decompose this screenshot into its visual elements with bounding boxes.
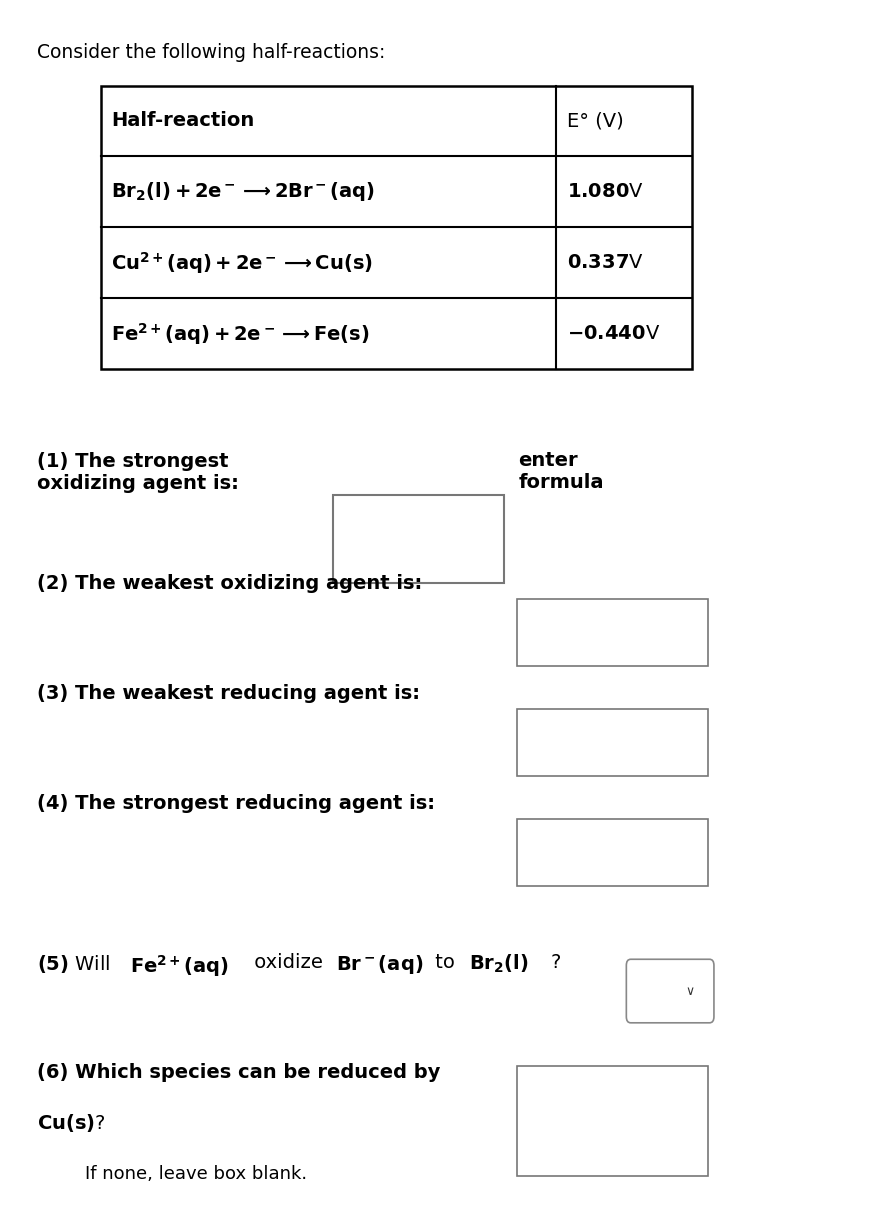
Text: (1) The strongest
oxidizing agent is:: (1) The strongest oxidizing agent is: <box>37 452 238 494</box>
Text: ∨: ∨ <box>686 985 695 997</box>
Bar <box>101 86 692 369</box>
Text: If none, leave box blank.: If none, leave box blank. <box>85 1165 307 1183</box>
Text: $\mathbf{(5)}$ Will: $\mathbf{(5)}$ Will <box>37 953 112 975</box>
Text: $\mathbf{Br_2(l) + 2e^- \longrightarrow 2Br^-(aq)}$: $\mathbf{Br_2(l) + 2e^- \longrightarrow … <box>111 181 375 203</box>
Text: (4) The strongest reducing agent is:: (4) The strongest reducing agent is: <box>37 794 434 814</box>
Text: ?: ? <box>550 953 561 973</box>
Text: enter
formula: enter formula <box>519 451 604 492</box>
Text: to: to <box>429 953 462 973</box>
Bar <box>517 599 708 666</box>
Text: (3) The weakest reducing agent is:: (3) The weakest reducing agent is: <box>37 684 420 704</box>
Text: $\mathbf{Br_2(l)}$: $\mathbf{Br_2(l)}$ <box>469 953 528 975</box>
FancyBboxPatch shape <box>626 959 714 1023</box>
Text: $\mathbf{0.337}$V: $\mathbf{0.337}$V <box>567 253 644 273</box>
Text: $\mathbf{1.080}$V: $\mathbf{1.080}$V <box>567 182 644 202</box>
Bar <box>517 819 708 886</box>
Text: $\mathbf{Fe^{2+}(aq) + 2e^- \longrightarrow Fe(s)}$: $\mathbf{Fe^{2+}(aq) + 2e^- \longrightar… <box>111 320 370 347</box>
Bar <box>517 709 708 776</box>
Text: $\mathbf{Cu(s)}$?: $\mathbf{Cu(s)}$? <box>37 1112 105 1134</box>
Bar <box>517 1066 708 1176</box>
Text: $\mathbf{Fe^{2+}(aq)}$: $\mathbf{Fe^{2+}(aq)}$ <box>130 953 229 979</box>
Text: (2) The weakest oxidizing agent is:: (2) The weakest oxidizing agent is: <box>37 574 422 594</box>
Text: E° (V): E° (V) <box>567 111 624 131</box>
Text: Consider the following half-reactions:: Consider the following half-reactions: <box>37 43 385 62</box>
Text: (6) Which species can be reduced by: (6) Which species can be reduced by <box>37 1063 440 1083</box>
Text: Half-reaction: Half-reaction <box>111 111 255 131</box>
Text: $\mathbf{Br^-(aq)}$: $\mathbf{Br^-(aq)}$ <box>336 953 423 976</box>
Text: $\mathbf{-0.440}$V: $\mathbf{-0.440}$V <box>567 324 660 343</box>
Text: $\mathbf{Cu^{2+}(aq) + 2e^- \longrightarrow Cu(s)}$: $\mathbf{Cu^{2+}(aq) + 2e^- \longrightar… <box>111 249 373 276</box>
Bar <box>333 495 504 583</box>
Text: oxidize: oxidize <box>248 953 329 973</box>
